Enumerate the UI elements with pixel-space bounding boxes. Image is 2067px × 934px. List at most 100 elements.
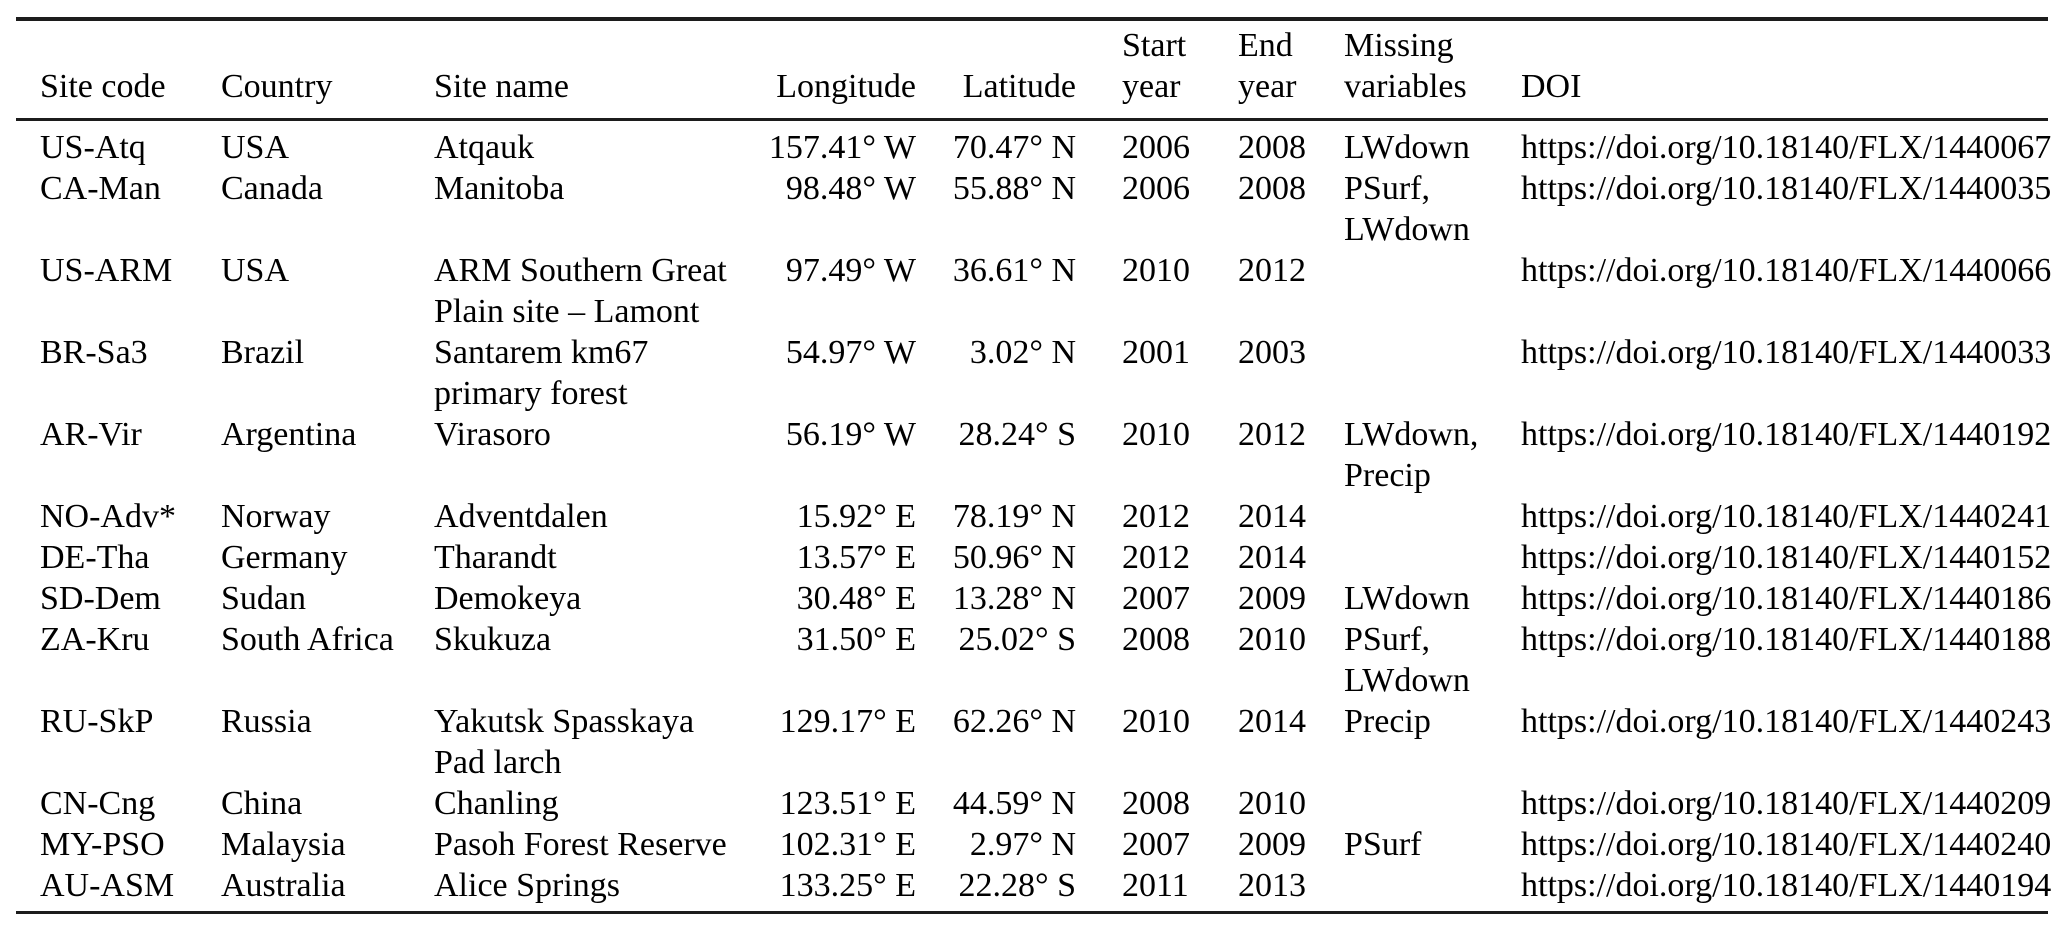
cell-site-name: Santarem km67 primary forest — [434, 334, 649, 412]
cell-country: Norway — [221, 498, 331, 535]
cell-latitude: 44.59° N — [952, 785, 1076, 822]
cell-latitude: 62.26° N — [952, 703, 1076, 740]
cell-missing-variables — [1344, 537, 1506, 578]
cell-missing-variables — [1344, 783, 1506, 824]
cell-end-year: 2009 — [1238, 826, 1306, 863]
cell-doi: https://doi.org/10.18140/FLX/1440152 — [1521, 539, 2052, 576]
cell-site-code: DE-Tha — [40, 539, 150, 576]
table-row: US-ARM USA ARM Southern Great Plain site –… — [16, 250, 2052, 332]
cell-start-year: 2007 — [1122, 826, 1190, 863]
table-row: ZA-Kru South Africa Skukuza 31.50° E 25.02° … — [16, 619, 2052, 701]
cell-start-year: 2001 — [1122, 334, 1190, 371]
table-row: AR-Vir Argentina Virasoro 56.19° W 28.24° S 2… — [16, 414, 2052, 496]
cell-end-year: 2010 — [1238, 621, 1306, 658]
cell-latitude: 2.97° N — [969, 826, 1076, 863]
cell-start-year: 2008 — [1122, 621, 1190, 658]
cell-country: Brazil — [221, 334, 305, 371]
cell-missing-variables: LWdown — [1344, 129, 1470, 166]
table-row: BR-Sa3 Brazil Santarem km67 primary forest… — [16, 332, 2052, 414]
cell-start-year: 2012 — [1122, 498, 1190, 535]
table-row: RU-SkP Russia Yakutsk Spasskaya Pad larch 1… — [16, 701, 2052, 783]
cell-missing-variables: LWdown — [1344, 580, 1470, 617]
cell-longitude: 56.19° W — [785, 416, 916, 453]
cell-doi: https://doi.org/10.18140/FLX/1440209 — [1521, 785, 2052, 822]
cell-latitude: 55.88° N — [952, 170, 1076, 207]
header-cell-longitude: Longitude — [735, 19, 916, 121]
cell-longitude: 123.51° E — [779, 785, 916, 822]
cell-doi: https://doi.org/10.18140/FLX/1440243 — [1521, 703, 2052, 740]
sites-table: Site code Country Site name Longitude La… — [16, 17, 2052, 914]
cell-site-name: Adventdalen — [434, 498, 608, 535]
table-row: CA-Man Canada Manitoba 98.48° W 55.88° N 2006… — [16, 168, 2052, 250]
header-cell-latitude: Latitude — [916, 19, 1076, 121]
cell-site-code: MY-PSO — [40, 826, 165, 863]
table-row: MY-PSO Malaysia Pasoh Forest Reserve 102.31… — [16, 824, 2052, 865]
cell-latitude: 3.02° N — [969, 334, 1076, 371]
cell-country: South Africa — [221, 621, 394, 658]
cell-end-year: 2013 — [1238, 867, 1306, 904]
cell-missing-variables: PSurf, LWdown — [1344, 621, 1470, 699]
cell-site-code: US-ARM — [40, 252, 173, 289]
cell-country: Malaysia — [221, 826, 346, 863]
cell-latitude: 36.61° N — [952, 252, 1076, 289]
header-cell-site-code: Site code — [16, 19, 221, 121]
sites-table-wrap: Site code Country Site name Longitude La… — [16, 17, 2052, 914]
cell-country: Canada — [221, 170, 323, 207]
cell-latitude: 78.19° N — [952, 498, 1076, 535]
cell-end-year: 2014 — [1238, 498, 1306, 535]
header-row: Site code Country Site name Longitude La… — [16, 19, 2048, 121]
cell-country: Argentina — [221, 416, 357, 453]
header-cell-start-year: Start year — [1076, 19, 1238, 121]
cell-doi: https://doi.org/10.18140/FLX/1440192 — [1521, 416, 2052, 453]
cell-site-code: RU-SkP — [40, 703, 154, 740]
cell-site-name: Alice Springs — [434, 867, 621, 904]
cell-country: Germany — [221, 539, 348, 576]
cell-doi: https://doi.org/10.18140/FLX/1440188 — [1521, 621, 2052, 658]
cell-site-name: Tharandt — [434, 539, 557, 576]
cell-doi: https://doi.org/10.18140/FLX/1440241 — [1521, 498, 2052, 535]
cell-site-name: ARM Southern Great Plain site – Lamont — [434, 252, 727, 330]
cell-doi: https://doi.org/10.18140/FLX/1440035 — [1521, 170, 2052, 207]
cell-longitude: 15.92° E — [796, 498, 916, 535]
cell-latitude: 70.47° N — [952, 129, 1076, 166]
cell-longitude: 102.31° E — [779, 826, 916, 863]
cell-start-year: 2010 — [1122, 416, 1190, 453]
cell-doi: https://doi.org/10.18140/FLX/1440033 — [1521, 334, 2052, 371]
cell-doi: https://doi.org/10.18140/FLX/1440186 — [1521, 580, 2052, 617]
cell-longitude: 30.48° E — [796, 580, 916, 617]
cell-end-year: 2009 — [1238, 580, 1306, 617]
header-cell-missing-variables: Missing variables — [1344, 19, 1506, 121]
cell-latitude: 22.28° S — [958, 867, 1076, 904]
cell-missing-variables: Precip — [1344, 703, 1431, 740]
cell-longitude: 129.17° E — [779, 703, 916, 740]
table-row: DE-Tha Germany Tharandt 13.57° E 50.96° N 201… — [16, 537, 2052, 578]
table-row: CN-Cng China Chanling 123.51° E 44.59° N 2008… — [16, 783, 2052, 824]
cell-site-name: Atqauk — [434, 129, 535, 166]
cell-country: Russia — [221, 703, 312, 740]
cell-start-year: 2006 — [1122, 170, 1190, 207]
cell-site-name: Skukuza — [434, 621, 552, 658]
table-row: SD-Dem Sudan Demokeya 30.48° E 13.28° N 2007 2… — [16, 578, 2052, 619]
header-cell-site-name: Site name — [434, 19, 735, 121]
cell-end-year: 2014 — [1238, 703, 1306, 740]
cell-site-code: CA-Man — [40, 170, 161, 207]
cell-site-code: ZA-Kru — [40, 621, 150, 658]
cell-end-year: 2003 — [1238, 334, 1306, 371]
cell-start-year: 2007 — [1122, 580, 1190, 617]
cell-longitude: 31.50° E — [796, 621, 916, 658]
cell-site-code: US-Atq — [40, 129, 146, 166]
cell-start-year: 2011 — [1122, 867, 1189, 904]
cell-start-year: 2010 — [1122, 703, 1190, 740]
cell-end-year: 2010 — [1238, 785, 1306, 822]
table-header: Site code Country Site name Longitude La… — [16, 19, 2048, 121]
cell-end-year: 2008 — [1238, 129, 1306, 166]
cell-latitude: 28.24° S — [958, 416, 1076, 453]
table-row: US-Atq USA Atqauk 157.41° W 70.47° N 2006 2008… — [16, 120, 2051, 169]
cell-site-code: CN-Cng — [40, 785, 156, 822]
cell-doi: https://doi.org/10.18140/FLX/1440066 — [1521, 252, 2052, 289]
cell-start-year: 2008 — [1122, 785, 1190, 822]
header-cell-doi: DOI — [1506, 19, 2048, 121]
cell-doi: https://doi.org/10.18140/FLX/1440240 — [1521, 826, 2052, 863]
cell-site-code: NO-Adv* — [40, 498, 176, 535]
cell-end-year: 2008 — [1238, 170, 1306, 207]
